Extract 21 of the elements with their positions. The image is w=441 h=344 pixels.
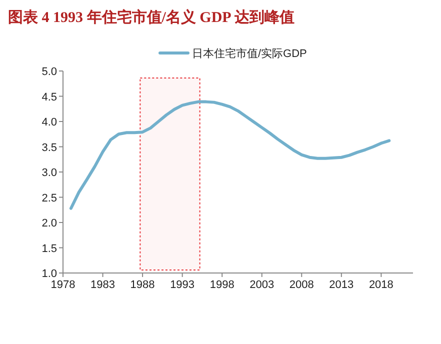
x-tick-label: 1978	[50, 279, 76, 291]
y-tick-label: 1.5	[42, 242, 57, 255]
x-tick-label: 2008	[289, 279, 314, 291]
chart-title: 图表 4 1993 年住宅市值/名义 GDP 达到峰值	[8, 8, 294, 26]
x-tick-label: 2018	[368, 279, 394, 291]
x-tick-label: 2003	[250, 279, 274, 291]
x-tick-label: 1988	[130, 279, 155, 291]
legend-label: 日本住宅市值/实际GDP	[192, 47, 307, 60]
y-tick-label: 3.5	[42, 142, 57, 154]
y-tick-label: 5.0	[42, 66, 57, 78]
x-tick-label: 1983	[90, 279, 116, 291]
y-tick-label: 3.0	[42, 167, 57, 179]
y-tick-label: 4.0	[42, 116, 57, 128]
y-tick-label: 1.0	[42, 268, 57, 280]
y-tick-label: 2.0	[42, 218, 57, 230]
x-tick-label: 2013	[329, 279, 354, 291]
y-tick-label: 2.5	[42, 192, 57, 204]
line-series	[69, 100, 391, 210]
y-tick-label: 4.5	[42, 91, 57, 104]
x-tick-label: 1998	[210, 279, 234, 291]
x-tick-label: 1993	[170, 279, 195, 291]
